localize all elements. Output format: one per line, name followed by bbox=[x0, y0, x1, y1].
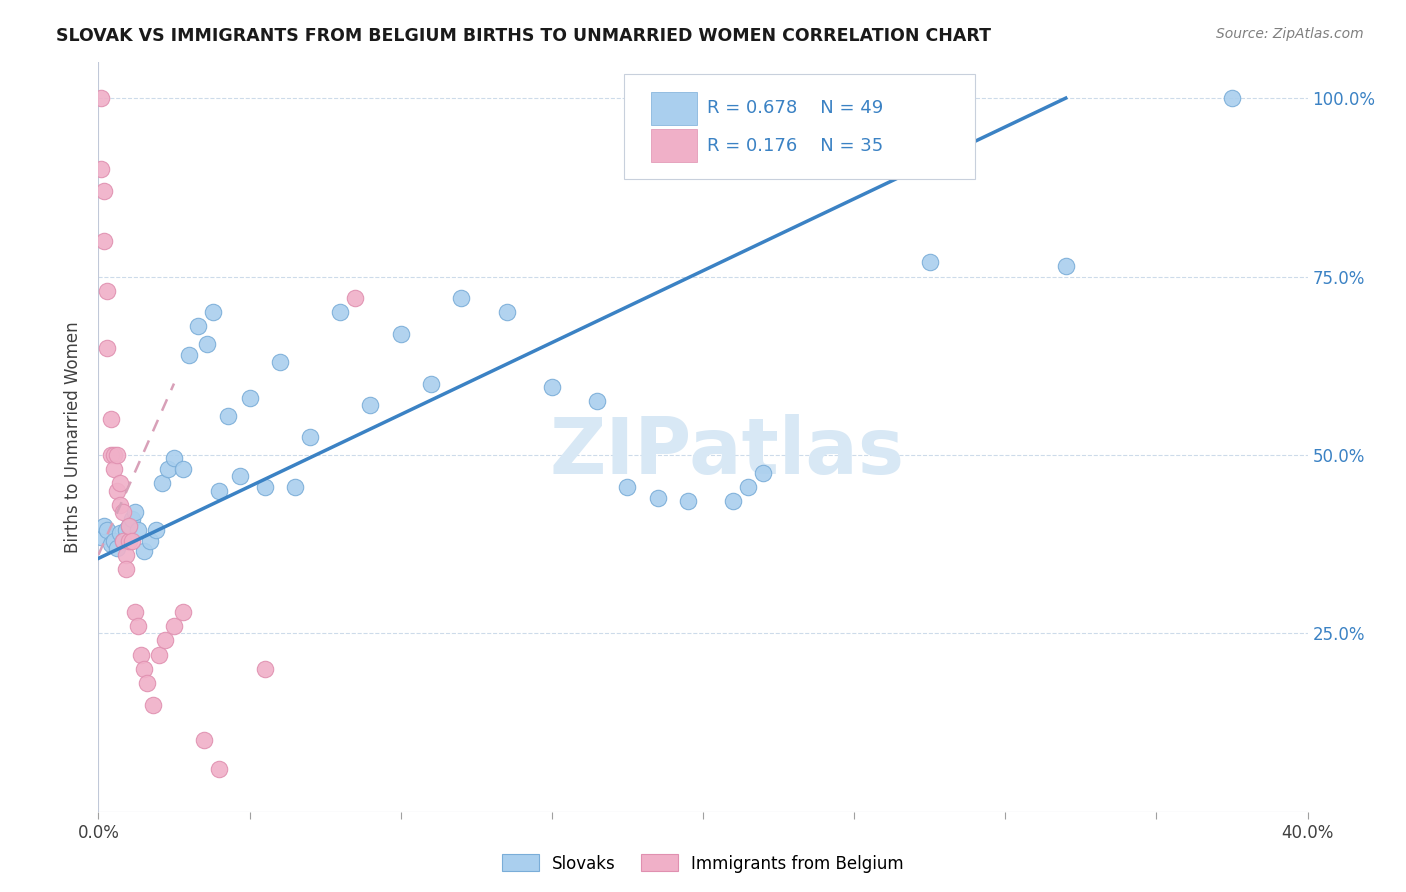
Point bbox=[103, 462, 125, 476]
Point bbox=[142, 698, 165, 712]
Point bbox=[229, 469, 252, 483]
Point bbox=[540, 380, 562, 394]
Point bbox=[450, 291, 472, 305]
Point bbox=[105, 541, 128, 555]
Point bbox=[344, 291, 367, 305]
Point bbox=[114, 548, 136, 562]
Point bbox=[124, 605, 146, 619]
Text: R = 0.176    N = 35: R = 0.176 N = 35 bbox=[707, 136, 883, 154]
Point bbox=[737, 480, 759, 494]
Point bbox=[172, 462, 194, 476]
Point bbox=[163, 619, 186, 633]
Point bbox=[202, 305, 225, 319]
Legend: Slovaks, Immigrants from Belgium: Slovaks, Immigrants from Belgium bbox=[496, 847, 910, 880]
Point bbox=[616, 480, 638, 494]
Point bbox=[127, 619, 149, 633]
Point bbox=[135, 676, 157, 690]
Point bbox=[118, 519, 141, 533]
Point bbox=[495, 305, 517, 319]
Point bbox=[105, 448, 128, 462]
Point bbox=[114, 562, 136, 576]
Point bbox=[96, 284, 118, 298]
Point bbox=[676, 494, 699, 508]
Y-axis label: Births to Unmarried Women: Births to Unmarried Women bbox=[65, 321, 83, 553]
Point bbox=[1054, 259, 1077, 273]
Point bbox=[96, 341, 118, 355]
Point bbox=[150, 476, 173, 491]
Point bbox=[208, 762, 231, 776]
Point bbox=[93, 184, 115, 198]
Point bbox=[139, 533, 162, 548]
Point bbox=[420, 376, 443, 391]
Text: Source: ZipAtlas.com: Source: ZipAtlas.com bbox=[1216, 27, 1364, 41]
Point bbox=[217, 409, 239, 423]
Point bbox=[172, 605, 194, 619]
Point bbox=[132, 544, 155, 558]
Point bbox=[918, 255, 941, 269]
Point bbox=[329, 305, 352, 319]
Point bbox=[208, 483, 231, 498]
Point bbox=[253, 662, 276, 676]
Point bbox=[108, 476, 131, 491]
Point bbox=[124, 505, 146, 519]
Point bbox=[723, 494, 745, 508]
Point bbox=[121, 533, 143, 548]
Point bbox=[284, 480, 307, 494]
Point bbox=[132, 662, 155, 676]
Point bbox=[100, 412, 122, 426]
Point bbox=[90, 162, 112, 177]
Point bbox=[111, 533, 134, 548]
Point bbox=[1220, 91, 1243, 105]
Point bbox=[163, 451, 186, 466]
Point bbox=[93, 519, 115, 533]
Point bbox=[269, 355, 291, 369]
Point bbox=[118, 533, 141, 548]
Point bbox=[647, 491, 669, 505]
Point bbox=[105, 483, 128, 498]
Text: ZIPatlas: ZIPatlas bbox=[550, 414, 904, 490]
Point bbox=[253, 480, 276, 494]
Point bbox=[156, 462, 179, 476]
Point bbox=[111, 505, 134, 519]
Point bbox=[187, 319, 209, 334]
Point bbox=[90, 91, 112, 105]
FancyBboxPatch shape bbox=[624, 74, 976, 178]
Point bbox=[127, 523, 149, 537]
Point bbox=[299, 430, 322, 444]
Point bbox=[108, 498, 131, 512]
Point bbox=[108, 526, 131, 541]
Point bbox=[118, 519, 141, 533]
Point bbox=[586, 394, 609, 409]
Point bbox=[193, 733, 215, 747]
Point bbox=[179, 348, 201, 362]
Point bbox=[360, 398, 382, 412]
FancyBboxPatch shape bbox=[651, 129, 697, 162]
Point bbox=[111, 533, 134, 548]
Point bbox=[100, 448, 122, 462]
Point bbox=[121, 512, 143, 526]
Point bbox=[114, 523, 136, 537]
Point bbox=[239, 391, 262, 405]
Point bbox=[93, 234, 115, 248]
Point bbox=[148, 648, 170, 662]
Text: SLOVAK VS IMMIGRANTS FROM BELGIUM BIRTHS TO UNMARRIED WOMEN CORRELATION CHART: SLOVAK VS IMMIGRANTS FROM BELGIUM BIRTHS… bbox=[56, 27, 991, 45]
Text: R = 0.678    N = 49: R = 0.678 N = 49 bbox=[707, 99, 883, 117]
Point bbox=[100, 537, 122, 551]
Point bbox=[129, 648, 152, 662]
FancyBboxPatch shape bbox=[651, 92, 697, 125]
Point bbox=[153, 633, 176, 648]
Point bbox=[96, 523, 118, 537]
Point bbox=[389, 326, 412, 341]
Point bbox=[90, 530, 112, 544]
Point bbox=[752, 466, 775, 480]
Point bbox=[195, 337, 218, 351]
Point bbox=[103, 448, 125, 462]
Point bbox=[103, 533, 125, 548]
Point bbox=[145, 523, 167, 537]
